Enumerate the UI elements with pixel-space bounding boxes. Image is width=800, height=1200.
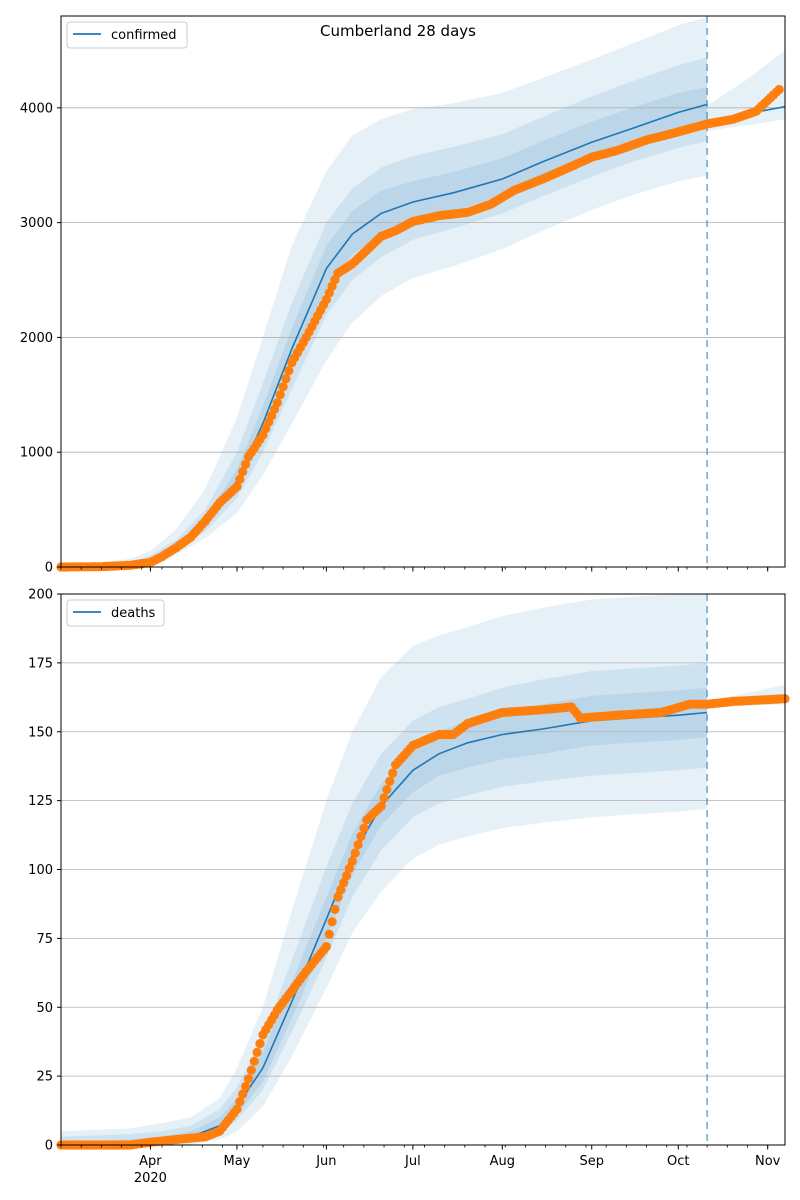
confirmed-observed-point: [275, 390, 285, 400]
deaths-observed-point: [330, 904, 340, 915]
chart-title: Cumberland 28 days: [320, 22, 476, 40]
deaths-observed-point: [353, 840, 363, 850]
confirmed-observed-point: [284, 366, 294, 376]
confirmed-observed-point: [235, 474, 245, 484]
deaths-observed-point: [255, 1039, 265, 1049]
deaths-band-3: [61, 687, 708, 1145]
confirmed-band-1: [61, 17, 708, 568]
x-tick-label: Nov: [755, 1154, 781, 1169]
deaths-y-tick-label: 75: [36, 932, 53, 947]
confirmed-y-axis: 0 1000 2000 3000 4000: [20, 101, 61, 576]
x-tick-label: Oct: [667, 1154, 689, 1169]
x-tick-label: May: [224, 1154, 251, 1169]
deaths-y-tick-label: 150: [28, 725, 53, 740]
deaths-y-tick-label: 200: [28, 588, 53, 603]
deaths-y-tick-label: 175: [28, 656, 53, 671]
deaths-y-axis: 0 25 50 75 100 125 150 175 200: [28, 588, 61, 1154]
x-tick-label: Sep: [579, 1154, 604, 1169]
deaths-y-tick-label: 125: [28, 794, 53, 809]
deaths-observed-point: [333, 892, 343, 902]
deaths-observed-point: [246, 1065, 256, 1075]
deaths-observed-point: [243, 1074, 254, 1084]
x-tick-label: Apr: [139, 1154, 162, 1169]
deaths-observed-point: [359, 823, 369, 833]
x-tick-label: Jul: [404, 1154, 421, 1169]
confirmed-band-2: [61, 57, 708, 568]
deaths-observed-point: [344, 863, 354, 874]
deaths-legend: deaths: [66, 599, 165, 627]
confirmed-observed-point: [774, 84, 784, 95]
deaths-y-tick-label: 50: [36, 1001, 53, 1016]
confirmed-y-tick-label: 4000: [20, 101, 53, 116]
confirmed-legend-box: [66, 21, 188, 49]
confirmed-observed-points: [56, 84, 784, 572]
confirmed-legend: confirmed: [66, 21, 188, 49]
deaths-observed-point: [336, 885, 346, 895]
deaths-y-tick-label: 100: [28, 863, 53, 878]
confirmed-observed-point: [281, 374, 291, 384]
deaths-legend-box: [66, 599, 165, 627]
confirmed-observed-point: [278, 382, 288, 392]
deaths-observed-point: [339, 878, 349, 888]
deaths-x-axis: Apr May Jun Jul Aug Sep Oct Nov 2020: [60, 1145, 781, 1186]
deaths-observed-point: [249, 1056, 259, 1066]
confirmed-y-tick-label: 0: [45, 561, 53, 576]
confirmed-observed-point: [241, 459, 251, 469]
deaths-observed-points: [56, 694, 790, 1150]
x-year-label: 2020: [134, 1171, 167, 1186]
confirmed-y-tick-label: 1000: [20, 446, 53, 461]
deaths-observed-point: [232, 1104, 242, 1114]
deaths-observed-point: [388, 768, 398, 778]
deaths-observed-point: [327, 917, 337, 927]
confirmed-axes-frame: [60, 15, 786, 568]
deaths-observed-point: [321, 942, 331, 952]
confirmed-band-3: [61, 87, 708, 567]
deaths-observed-point: [382, 785, 392, 795]
confirmed-observed-point: [232, 482, 242, 492]
deaths-observed-point: [376, 801, 386, 811]
deaths-observed-point: [350, 848, 360, 858]
confirmed-x-axis: [60, 567, 769, 572]
deaths-observed-point: [347, 856, 357, 866]
deaths-y-tick-label: 25: [36, 1070, 53, 1085]
deaths-panel: 0 25 50 75 100 125 150 175 200 Apr May Jun Jul Aug Se…: [28, 588, 790, 1186]
deaths-observed-point: [324, 929, 334, 939]
deaths-observed-point: [241, 1081, 251, 1092]
deaths-observed-point: [238, 1089, 248, 1099]
deaths-observed-point: [356, 831, 366, 842]
confirmed-legend-label: confirmed: [111, 28, 177, 43]
x-tick-label: Aug: [490, 1154, 515, 1169]
x-tick-label: Jun: [315, 1154, 336, 1169]
confirmed-observed-point: [272, 398, 282, 408]
deaths-observed-point: [342, 871, 352, 881]
deaths-observed-point: [379, 793, 389, 803]
deaths-observed-point: [252, 1047, 262, 1057]
confirmed-y-tick-label: 3000: [20, 216, 53, 231]
confirmed-observed-point: [238, 467, 248, 477]
deaths-observed-point: [385, 776, 395, 786]
deaths-legend-label: deaths: [111, 606, 156, 621]
confirmed-y-tick-label: 2000: [20, 331, 53, 346]
deaths-y-tick-label: 0: [45, 1139, 53, 1154]
deaths-observed-point: [235, 1097, 245, 1107]
confirmed-panel: 0 1000 2000 3000 4000 confirmed Cumberland 2…: [20, 15, 786, 576]
